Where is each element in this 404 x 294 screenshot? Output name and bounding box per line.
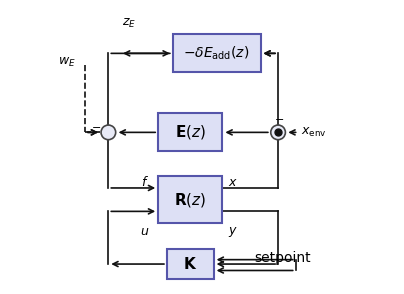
Bar <box>173 34 261 72</box>
Circle shape <box>101 125 116 140</box>
Text: $\mathbf{K}$: $\mathbf{K}$ <box>183 256 198 272</box>
Text: $x_{\mathrm{env}}$: $x_{\mathrm{env}}$ <box>301 126 327 139</box>
Text: $z_E$: $z_E$ <box>122 17 136 30</box>
Bar <box>158 176 223 223</box>
Text: $-$: $-$ <box>91 121 101 131</box>
Text: $-\delta E_{\mathrm{add}}(z)$: $-\delta E_{\mathrm{add}}(z)$ <box>183 45 250 62</box>
Text: $f$: $f$ <box>141 175 149 189</box>
Text: $\mathbf{E}(z)$: $\mathbf{E}(z)$ <box>175 123 206 141</box>
Text: setpoint: setpoint <box>255 251 311 265</box>
Text: $x$: $x$ <box>228 176 238 189</box>
Text: $\mathbf{R}(z)$: $\mathbf{R}(z)$ <box>174 191 206 209</box>
Text: $-$: $-$ <box>274 113 284 123</box>
Text: $y$: $y$ <box>228 225 238 239</box>
Bar <box>167 249 214 279</box>
Circle shape <box>271 125 285 140</box>
Text: $w_E$: $w_E$ <box>59 56 76 69</box>
Text: $u$: $u$ <box>140 225 149 238</box>
Bar <box>158 113 223 151</box>
